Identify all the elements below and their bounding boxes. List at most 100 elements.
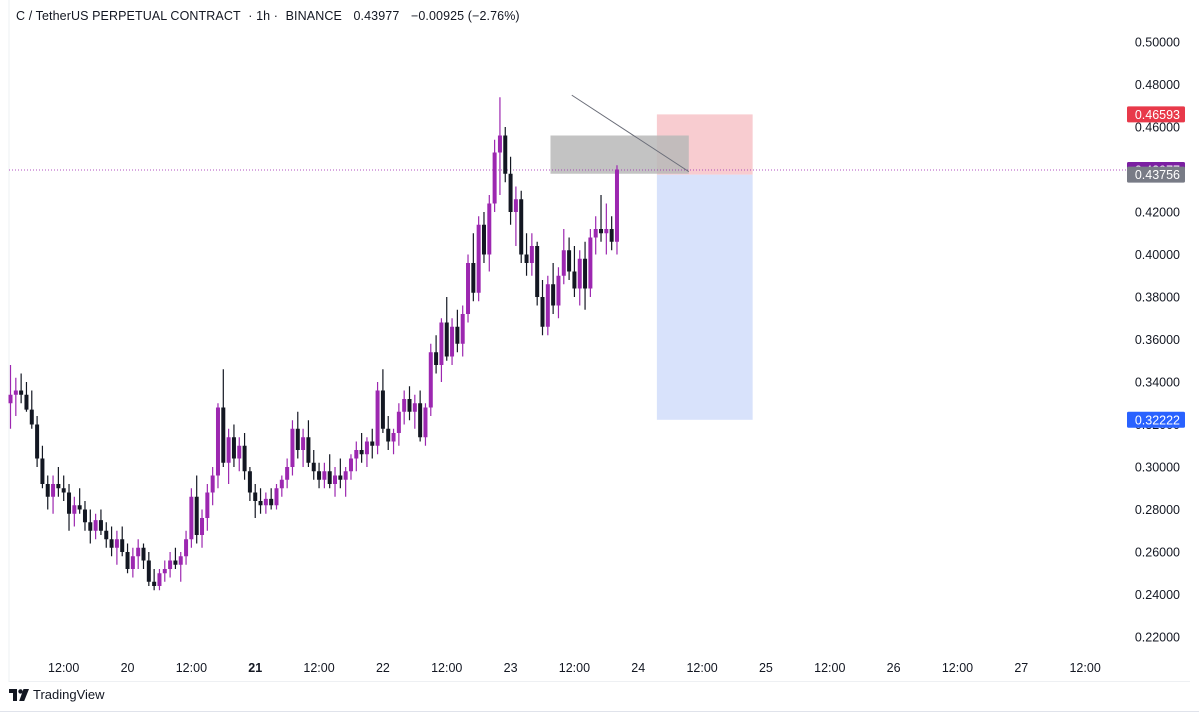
time-axis-label: 22 (376, 661, 390, 675)
candle-body (529, 246, 534, 263)
candle-body (327, 471, 332, 484)
candle-body (141, 547, 146, 561)
time-axis-label: 24 (631, 661, 645, 675)
candle-body (200, 518, 205, 535)
candle-body (269, 498, 274, 506)
candle-body (157, 573, 162, 586)
candle-body (247, 471, 252, 493)
time-axis-label: 12:00 (1069, 661, 1100, 675)
last-price-value: 0.43977 (353, 9, 400, 23)
candle-body (226, 437, 231, 463)
price-tag-background (1127, 411, 1185, 428)
candle-body (231, 437, 236, 459)
entry-range-box (550, 135, 689, 174)
candle-body (450, 326, 455, 357)
candle-body (599, 229, 604, 234)
candle-body (561, 250, 566, 276)
candle-body (285, 467, 290, 480)
candle-body (380, 390, 385, 429)
interval-label[interactable]: · 1h · (248, 9, 279, 23)
candle-body (242, 445, 247, 472)
price-axis-label: 0.50000 (1135, 36, 1180, 50)
candle-body (412, 403, 417, 412)
time-axis-label: 23 (504, 661, 518, 675)
candle-body (189, 496, 194, 540)
brand-label: TradingView (33, 687, 105, 702)
candle-body (402, 399, 407, 412)
candle-body (519, 199, 524, 255)
candle-body (146, 560, 151, 582)
tradingview-logo[interactable]: TradingView (9, 687, 105, 702)
price-axis-label: 0.38000 (1135, 291, 1180, 305)
candle-body (168, 560, 173, 569)
candle-body (130, 556, 135, 569)
candle-body (492, 152, 497, 204)
candle-body (317, 471, 322, 480)
candle-body (333, 475, 338, 484)
candle-body (258, 501, 263, 506)
candle-body (263, 498, 268, 506)
candle-body (301, 437, 306, 450)
candle-body (40, 458, 45, 484)
tradingview-icon (9, 688, 29, 701)
price-axis-label: 0.22000 (1135, 631, 1180, 645)
candle-body (583, 258, 588, 289)
chart-header: C / TetherUS PERPETUAL CONTRACT · 1h · B… (16, 9, 524, 23)
candle-body (306, 437, 311, 463)
candle-body (572, 271, 577, 289)
candle-body (120, 539, 125, 552)
candle-body (370, 441, 375, 446)
footer-divider (0, 711, 1199, 712)
candle-body (295, 428, 300, 450)
candle-body (577, 258, 582, 289)
price-axis-label: 0.42000 (1135, 206, 1180, 220)
candle-body (279, 479, 284, 489)
candle-body (471, 263, 476, 293)
candle-body (508, 173, 513, 212)
candle-body (524, 254, 529, 263)
candle-body (460, 314, 465, 344)
candle-body (354, 450, 359, 459)
candle-body (604, 229, 609, 234)
price-tag-label: 0.46593 (1135, 108, 1180, 122)
candle-body (423, 407, 428, 438)
take-profit-zone (656, 174, 753, 420)
candle-body (311, 462, 316, 472)
candle-body (396, 411, 401, 433)
candle-body (8, 394, 13, 404)
trend-line (571, 94, 690, 173)
candle-body (551, 284, 556, 306)
time-axis-label: 12:00 (431, 661, 462, 675)
candle-body (439, 322, 444, 365)
candle-body (19, 390, 24, 395)
candle-body (545, 284, 550, 327)
price-tag-background (1127, 166, 1185, 183)
candle-body (588, 237, 593, 289)
candle-body (98, 520, 103, 531)
candle-body (497, 135, 502, 153)
time-axis-label: 20 (121, 661, 135, 675)
price-axis-label: 0.28000 (1135, 503, 1180, 517)
candle-body (290, 428, 295, 467)
time-axis-label: 12:00 (303, 661, 334, 675)
price-change-value: −0.00925 (−2.76%) (410, 9, 520, 23)
candle-body (72, 505, 77, 514)
price-tag-label: 0.43756 (1135, 168, 1180, 182)
candle-body (487, 203, 492, 255)
candle-body (221, 407, 226, 463)
price-axis-label: 0.30000 (1135, 461, 1180, 475)
candle-body (274, 488, 279, 506)
time-axis-label: 25 (759, 661, 773, 675)
symbol-name[interactable]: C / TetherUS PERPETUAL CONTRACT (16, 9, 241, 23)
candle-body (348, 458, 353, 472)
candle-body (593, 229, 598, 238)
candle-body (375, 390, 380, 446)
candle-body (61, 488, 66, 493)
price-tag: 0.43756 (1127, 166, 1185, 183)
price-axis-label: 0.48000 (1135, 78, 1180, 92)
candle-body (29, 409, 34, 425)
candle-body (386, 428, 391, 442)
candle-body (481, 224, 486, 255)
candle-body (253, 492, 258, 501)
